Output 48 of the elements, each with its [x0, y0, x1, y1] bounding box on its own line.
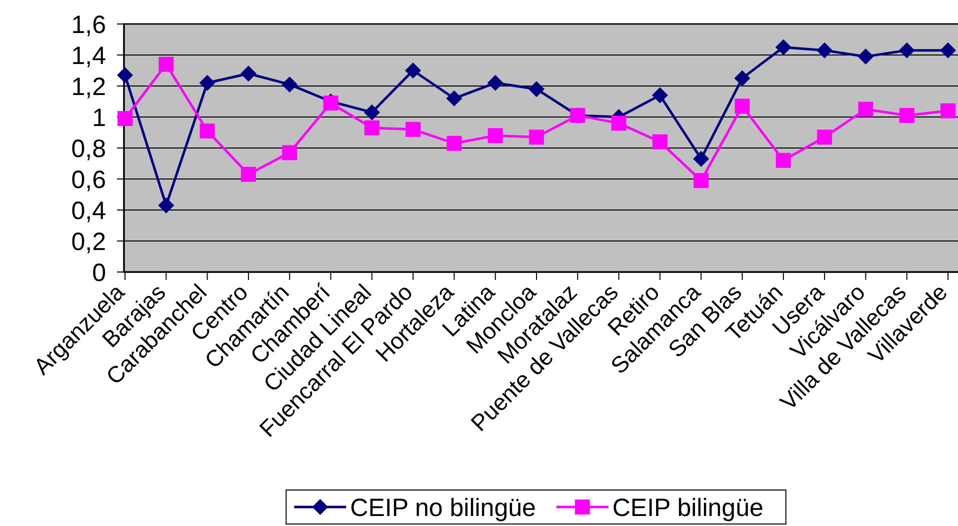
point	[405, 62, 422, 78]
point	[446, 90, 462, 106]
point	[816, 42, 833, 58]
point	[652, 87, 668, 104]
point	[282, 76, 298, 92]
y-tick-label: 0,2	[71, 228, 106, 256]
point	[899, 108, 914, 123]
point	[652, 134, 668, 150]
y-tick-label: 1,4	[71, 42, 106, 70]
point	[364, 120, 380, 136]
point	[528, 81, 544, 98]
legend-label: CEIP no bilingüe	[350, 494, 536, 522]
point	[364, 104, 380, 120]
point	[611, 116, 626, 131]
y-tick-label: 1,2	[71, 72, 106, 101]
point	[694, 173, 709, 188]
point	[940, 103, 956, 118]
point	[240, 66, 256, 82]
y-tick-label: 0,4	[71, 196, 106, 225]
point	[776, 152, 791, 168]
y-tick-label: 1	[92, 104, 106, 132]
point	[240, 166, 256, 182]
y-tick-label: 0,6	[71, 166, 106, 194]
point	[158, 197, 174, 214]
point	[488, 128, 503, 144]
y-tick-label: 0,8	[71, 134, 106, 163]
point	[117, 67, 133, 84]
point	[898, 42, 915, 58]
point	[529, 130, 544, 145]
point	[858, 102, 874, 117]
point	[734, 70, 750, 86]
legend-label: CEIP bilingüe	[612, 494, 764, 522]
point	[158, 56, 174, 72]
point	[940, 42, 956, 58]
point	[693, 150, 710, 167]
point	[734, 98, 750, 114]
point	[446, 136, 462, 151]
point	[487, 74, 504, 91]
point	[775, 39, 792, 56]
point	[858, 48, 874, 65]
y-tick-label: 1,6	[71, 10, 106, 39]
point	[282, 145, 298, 160]
point	[118, 111, 132, 126]
point	[200, 123, 215, 138]
point	[406, 122, 421, 137]
point	[199, 74, 216, 91]
y-tick-label: 0	[92, 258, 106, 287]
point	[817, 130, 832, 145]
